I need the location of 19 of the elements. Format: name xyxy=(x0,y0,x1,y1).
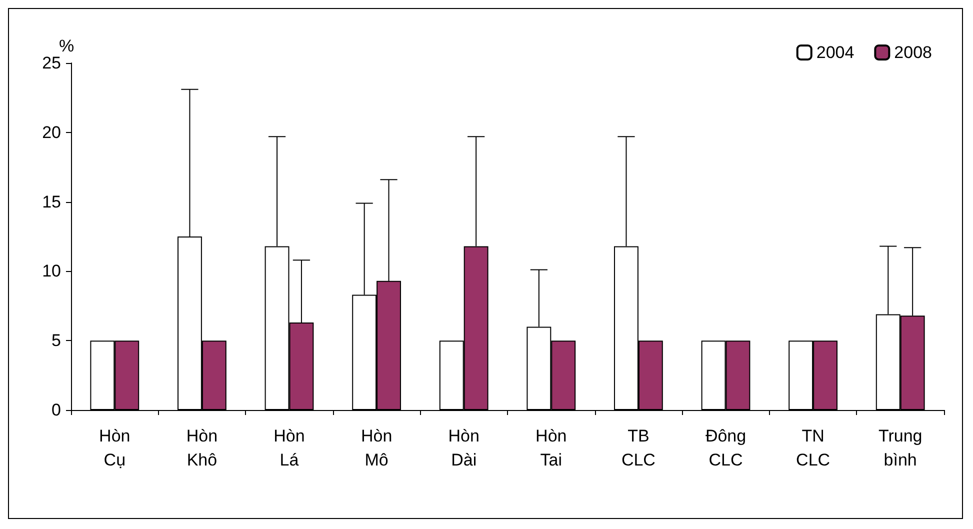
x-tick-label: Đông CLC xyxy=(705,426,746,470)
x-tick-label: Hòn Mô xyxy=(360,426,392,470)
x-tick-label: Trung bình xyxy=(878,426,922,470)
x-tick-label: Hòn Tai xyxy=(536,426,567,470)
x-tick-label: TB CLC xyxy=(621,426,656,470)
y-tick-label: 25 xyxy=(42,54,61,72)
x-tick-label: Hòn Cụ xyxy=(99,426,130,470)
y-tick-label: 10 xyxy=(42,262,61,281)
y-axis-title: % xyxy=(59,36,74,56)
x-tick-label: TN CLC xyxy=(796,426,830,470)
y-tick-label: 0 xyxy=(52,400,61,420)
x-tick-label: Hòn Lá xyxy=(274,426,305,470)
y-tick-label: 5 xyxy=(52,331,61,350)
x-tick-label: Hòn Khô xyxy=(186,426,218,470)
y-tick-label: 15 xyxy=(42,192,61,212)
x-tick-label: Hòn Dài xyxy=(448,426,480,470)
legend-label: 2004 xyxy=(816,43,854,62)
y-tick-label: 20 xyxy=(42,122,61,142)
legend-label: 2008 xyxy=(894,43,932,62)
